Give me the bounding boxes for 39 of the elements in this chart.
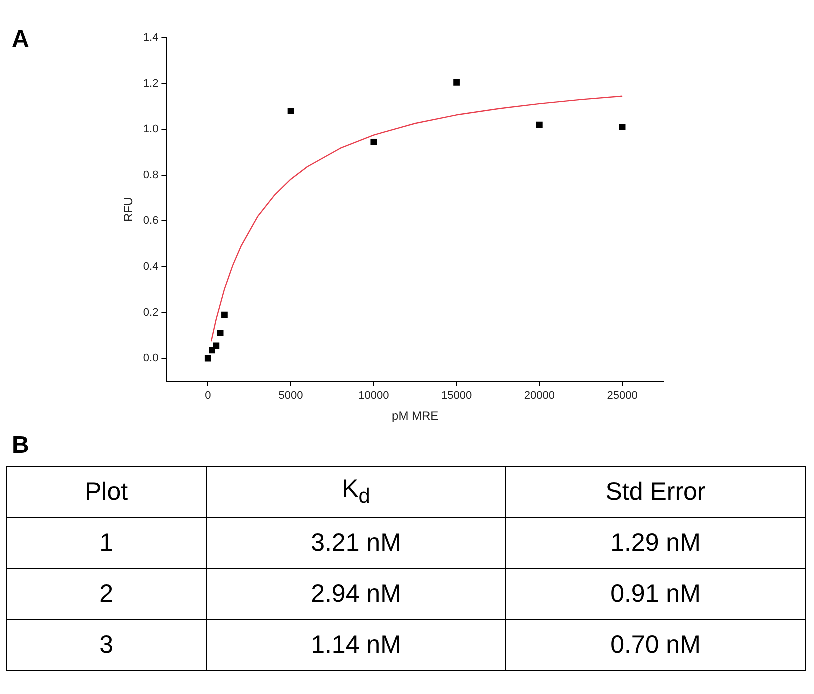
text: B — [12, 432, 30, 460]
x-tick-label: 0 — [205, 390, 212, 402]
y-axis-title: RFU — [122, 197, 136, 222]
text: 0.70 nM — [506, 620, 806, 670]
point — [288, 108, 294, 114]
x-tick-label: 20000 — [524, 390, 555, 402]
text: 1.14 nM — [206, 620, 506, 670]
text: 1 — [6, 518, 207, 568]
category-label: K$_{d}$ — [206, 466, 506, 518]
text: 2 — [6, 568, 207, 620]
y-tick-label: 0.6 — [143, 215, 159, 228]
point — [370, 138, 378, 146]
x-tick-label: 10000 — [358, 390, 390, 402]
chart-title: A — [12, 26, 30, 54]
y-tick-label: 0.8 — [143, 169, 159, 182]
point — [454, 79, 460, 86]
text: 1.29 nM — [506, 518, 806, 568]
y-tick-label: 1.2 — [143, 78, 159, 90]
point — [213, 342, 220, 350]
y-tick-label: 0.2 — [143, 306, 159, 319]
point — [619, 124, 626, 130]
y-tick-label: 1.4 — [143, 32, 159, 44]
text: 3 — [6, 620, 207, 670]
text: 3.21 nM — [206, 518, 506, 568]
point — [536, 122, 543, 128]
x-tick-label: 25000 — [607, 390, 638, 402]
x-tick-label: 15000 — [441, 390, 472, 402]
y-tick-label: 0.4 — [143, 260, 159, 273]
x-axis-title: pM MRE — [392, 409, 439, 424]
point — [222, 312, 228, 318]
y-tick-label: 1.0 — [143, 124, 159, 136]
x-tick-label: 5000 — [278, 390, 304, 402]
category-label: Std Error — [506, 466, 806, 518]
text: 2.94 nM — [206, 568, 506, 620]
y-tick-label: 0.0 — [143, 352, 159, 365]
point — [204, 355, 212, 362]
point — [217, 330, 224, 337]
category-label: Plot — [6, 466, 207, 518]
text: 0.91 nM — [506, 568, 806, 620]
